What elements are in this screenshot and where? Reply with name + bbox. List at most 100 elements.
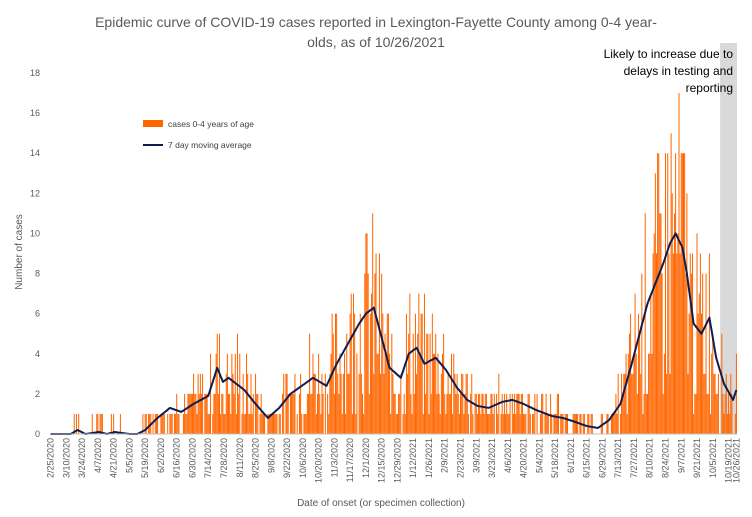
case-bar xyxy=(178,413,180,434)
case-bar xyxy=(646,393,648,434)
y-tick-label: 8 xyxy=(35,269,40,279)
case-bar xyxy=(374,273,376,434)
case-bar xyxy=(573,413,575,434)
case-bar xyxy=(576,413,578,434)
case-bar xyxy=(667,153,669,434)
case-bar xyxy=(385,353,387,434)
case-bar xyxy=(557,393,559,434)
case-bar xyxy=(471,373,473,434)
case-bar xyxy=(715,393,717,434)
case-bar xyxy=(690,273,692,434)
case-bar xyxy=(230,413,232,434)
case-bar xyxy=(661,273,663,434)
case-bar xyxy=(483,413,485,434)
case-bar xyxy=(721,333,723,434)
case-bar xyxy=(484,393,486,434)
case-bar xyxy=(470,393,472,434)
case-bar xyxy=(369,313,371,434)
case-bar xyxy=(688,313,690,434)
case-bar xyxy=(490,393,492,434)
case-bar xyxy=(518,393,520,434)
case-bar xyxy=(301,413,303,434)
case-bar xyxy=(202,373,204,434)
case-bar xyxy=(314,373,316,434)
case-bar xyxy=(681,153,683,434)
case-bar xyxy=(465,373,467,434)
case-bar xyxy=(524,413,526,434)
case-bar xyxy=(188,393,190,434)
case-bar xyxy=(366,233,368,434)
case-bar xyxy=(328,413,330,434)
case-bar xyxy=(99,413,101,434)
case-bar xyxy=(617,373,619,434)
case-bar xyxy=(554,413,556,434)
case-bar xyxy=(241,413,243,434)
case-bar xyxy=(144,413,146,434)
case-bar xyxy=(351,413,353,434)
case-bar xyxy=(167,413,169,434)
case-bar xyxy=(615,393,617,434)
case-bar xyxy=(446,393,448,434)
case-bar xyxy=(170,413,172,434)
case-bar xyxy=(463,413,465,434)
case-bar xyxy=(377,353,379,434)
case-bar xyxy=(376,353,378,434)
case-bar xyxy=(734,413,736,434)
case-bar xyxy=(431,313,433,434)
case-bar xyxy=(561,413,563,434)
case-bar xyxy=(169,413,171,434)
shaded-reporting-lag-region xyxy=(720,43,737,434)
case-bar xyxy=(588,413,590,434)
case-bar xyxy=(171,413,173,434)
case-bar xyxy=(324,373,326,434)
case-bar xyxy=(481,393,483,434)
case-bar xyxy=(532,413,534,434)
case-bar xyxy=(717,373,719,434)
case-bar xyxy=(572,413,574,434)
case-bar xyxy=(534,393,536,434)
case-bar xyxy=(668,253,670,434)
case-bar xyxy=(334,313,337,434)
case-bar xyxy=(195,393,197,434)
case-bar xyxy=(426,333,428,434)
case-bar xyxy=(242,373,244,434)
case-bar xyxy=(637,313,639,434)
case-bar xyxy=(533,413,535,434)
case-bar xyxy=(368,393,370,434)
x-tick-label: 6/1/2021 xyxy=(566,438,576,473)
x-tick-label: 2/25/2020 xyxy=(46,438,56,478)
case-bar xyxy=(485,393,487,434)
case-bar xyxy=(724,393,726,434)
case-bar xyxy=(663,353,665,434)
case-bar xyxy=(200,393,202,434)
legend-label-line: 7 day moving average xyxy=(168,140,252,150)
case-bar xyxy=(347,373,349,434)
x-tick-label: 6/29/2021 xyxy=(597,438,607,478)
case-bar xyxy=(606,413,608,434)
case-bar xyxy=(735,353,737,434)
case-bar xyxy=(452,413,454,434)
case-bar xyxy=(287,393,289,434)
shaded-region-note: Likely to increase due to delays in testi… xyxy=(604,47,734,95)
case-bar xyxy=(229,393,231,434)
case-bar xyxy=(330,353,332,434)
case-bar xyxy=(642,413,644,434)
case-bar xyxy=(731,393,733,434)
case-bar xyxy=(695,393,697,434)
case-bar xyxy=(257,393,259,434)
case-bar xyxy=(256,393,258,434)
case-bar xyxy=(360,373,362,434)
x-tick-label: 9/7/2021 xyxy=(676,438,686,473)
case-bar xyxy=(184,393,186,434)
case-bar xyxy=(319,393,321,434)
y-tick-label: 2 xyxy=(35,389,40,399)
case-bar xyxy=(113,413,115,434)
case-bar xyxy=(155,413,157,434)
case-bar xyxy=(271,413,273,434)
x-tick-label: 12/29/2020 xyxy=(392,438,402,483)
case-bar xyxy=(651,353,653,434)
case-bar xyxy=(274,413,276,434)
case-bar xyxy=(624,373,626,434)
case-bar xyxy=(208,413,210,434)
case-bar xyxy=(428,413,430,434)
